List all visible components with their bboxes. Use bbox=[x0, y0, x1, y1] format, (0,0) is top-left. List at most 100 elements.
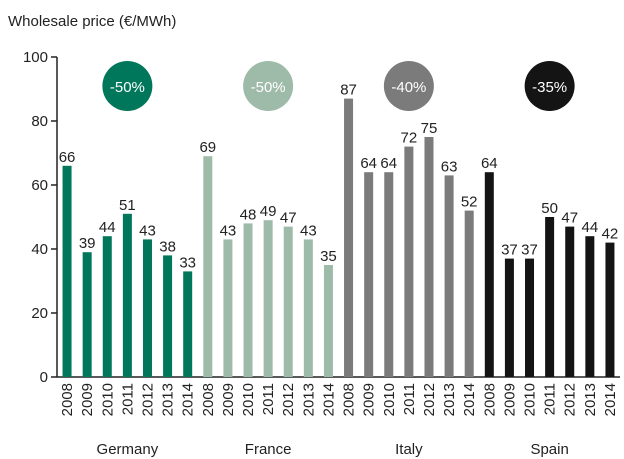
y-tick-label: 20 bbox=[31, 305, 48, 322]
value-label: 64 bbox=[380, 155, 397, 172]
bar bbox=[62, 165, 72, 377]
x-tick-label: 2008 bbox=[481, 383, 498, 416]
badge bbox=[243, 61, 294, 111]
bar bbox=[444, 175, 454, 377]
bar bbox=[484, 172, 494, 377]
x-tick-label: 2010 bbox=[381, 383, 398, 416]
value-label: 64 bbox=[360, 155, 377, 172]
x-tick-label: 2014 bbox=[180, 383, 197, 416]
bar bbox=[102, 236, 112, 377]
bar bbox=[122, 213, 132, 377]
badge bbox=[102, 61, 153, 111]
bar bbox=[424, 137, 434, 377]
value-label: 64 bbox=[481, 155, 498, 172]
y-tick-label: 0 bbox=[40, 369, 48, 386]
x-tick-label: 2013 bbox=[160, 383, 177, 416]
x-tick-label: 2011 bbox=[542, 383, 559, 415]
y-tick-label: 60 bbox=[31, 177, 48, 194]
value-label: 51 bbox=[119, 197, 136, 214]
badge bbox=[524, 61, 575, 111]
group-label: Italy bbox=[395, 441, 423, 458]
value-label: 63 bbox=[441, 158, 458, 175]
badge-label: -35% bbox=[532, 79, 567, 96]
x-tick-label: 2009 bbox=[501, 383, 518, 416]
x-tick-label: 2009 bbox=[361, 383, 378, 416]
badge bbox=[383, 61, 434, 111]
bar bbox=[404, 146, 414, 377]
x-tick-label: 2008 bbox=[59, 383, 76, 416]
value-label: 44 bbox=[99, 219, 116, 236]
value-label: 43 bbox=[220, 222, 237, 239]
y-tick-label: 80 bbox=[31, 113, 48, 130]
value-label: 35 bbox=[320, 248, 337, 265]
value-label: 37 bbox=[521, 242, 538, 259]
badge-label: -50% bbox=[110, 79, 145, 96]
bar bbox=[243, 223, 253, 377]
x-tick-label: 2013 bbox=[582, 383, 599, 416]
value-label: 38 bbox=[159, 238, 176, 255]
value-label: 43 bbox=[300, 222, 317, 239]
x-tick-label: 2008 bbox=[200, 383, 217, 416]
x-tick-label: 2014 bbox=[320, 383, 337, 416]
value-label: 44 bbox=[581, 219, 598, 236]
x-tick-label: 2009 bbox=[79, 383, 96, 416]
x-tick-label: 2010 bbox=[240, 383, 257, 416]
bar bbox=[263, 220, 273, 377]
x-tick-label: 2009 bbox=[220, 383, 237, 416]
bar bbox=[163, 255, 173, 377]
bar bbox=[82, 252, 92, 377]
group-label: Germany bbox=[97, 441, 159, 458]
bar bbox=[585, 236, 595, 377]
bar bbox=[323, 265, 333, 377]
bar bbox=[344, 98, 354, 377]
x-tick-label: 2008 bbox=[341, 383, 358, 416]
x-tick-label: 2012 bbox=[280, 383, 297, 416]
value-label: 39 bbox=[79, 235, 96, 252]
value-label: 42 bbox=[602, 226, 619, 243]
x-tick-label: 2011 bbox=[260, 383, 277, 415]
value-label: 66 bbox=[59, 149, 76, 166]
group-label: Spain bbox=[530, 441, 568, 458]
bar bbox=[223, 239, 233, 377]
value-label: 75 bbox=[421, 120, 438, 137]
value-label: 43 bbox=[139, 222, 156, 239]
bar bbox=[203, 156, 213, 377]
y-tick-label: 100 bbox=[23, 49, 48, 66]
group-label: France bbox=[245, 441, 292, 458]
x-tick-label: 2012 bbox=[421, 383, 438, 416]
badge-label: -40% bbox=[391, 79, 426, 96]
x-tick-label: 2011 bbox=[119, 383, 136, 415]
bar bbox=[364, 172, 374, 377]
bar bbox=[142, 239, 152, 377]
x-tick-label: 2014 bbox=[602, 383, 619, 416]
bar bbox=[183, 271, 193, 377]
bar bbox=[283, 226, 293, 377]
value-label: 69 bbox=[199, 139, 216, 156]
badge-label: -50% bbox=[251, 79, 286, 96]
value-label: 47 bbox=[280, 210, 297, 227]
y-tick-label: 40 bbox=[31, 241, 48, 258]
value-label: 50 bbox=[541, 200, 558, 217]
x-tick-label: 2013 bbox=[300, 383, 317, 416]
bar bbox=[384, 172, 394, 377]
bar bbox=[565, 226, 575, 377]
x-tick-label: 2010 bbox=[99, 383, 116, 416]
bar bbox=[605, 242, 615, 377]
value-label: 48 bbox=[240, 206, 257, 223]
y-axis-label: Wholesale price (€/MWh) bbox=[8, 13, 176, 30]
value-label: 72 bbox=[401, 130, 418, 147]
bar bbox=[303, 239, 313, 377]
x-tick-label: 2011 bbox=[401, 383, 418, 415]
value-label: 47 bbox=[561, 210, 578, 227]
bar bbox=[545, 217, 555, 377]
x-tick-label: 2010 bbox=[522, 383, 539, 416]
bar bbox=[525, 258, 535, 377]
value-label: 52 bbox=[461, 194, 478, 211]
value-label: 87 bbox=[340, 82, 357, 99]
value-label: 33 bbox=[179, 254, 196, 271]
bar bbox=[504, 258, 514, 377]
x-tick-label: 2012 bbox=[139, 383, 156, 416]
x-tick-label: 2012 bbox=[562, 383, 579, 416]
x-tick-label: 2013 bbox=[441, 383, 458, 416]
